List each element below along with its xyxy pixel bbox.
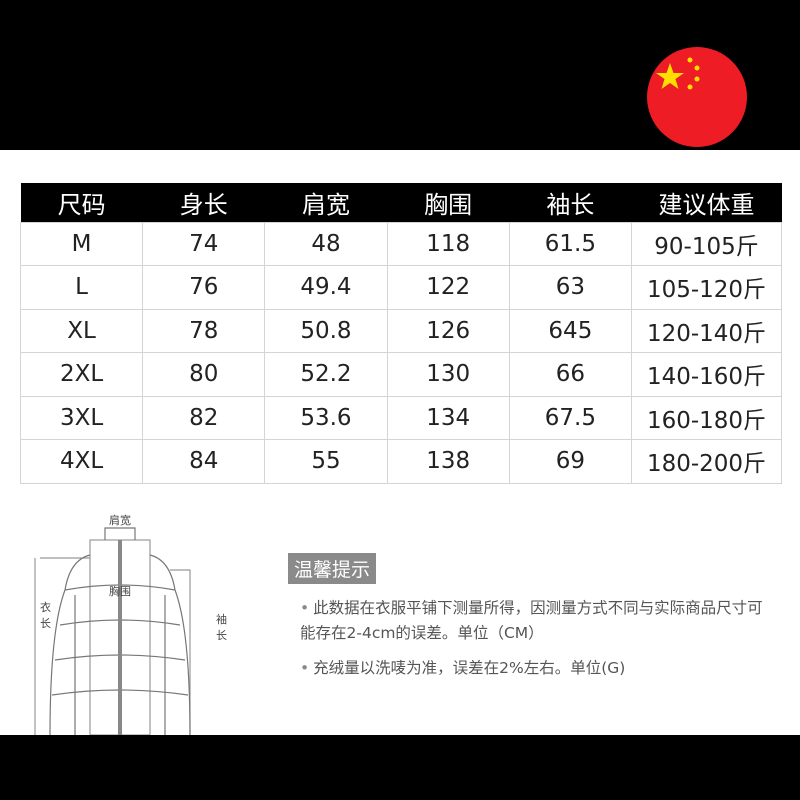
tip-item: • 充绒量以洗唛为准，误差在2%左右。单位(G) (300, 659, 626, 677)
table-cell: 82 (142, 395, 266, 440)
table-cell: 120-140斤 (631, 308, 782, 353)
table-cell: 90-105斤 (631, 221, 782, 266)
table-cell: 105-120斤 (631, 265, 782, 310)
table-cell: 118 (386, 221, 510, 266)
table-cell: 50.8 (264, 308, 388, 353)
table-cell: 67.5 (508, 395, 633, 440)
table-cell: 78 (142, 308, 266, 353)
table-cell: M (19, 221, 144, 266)
table-cell: 134 (386, 395, 510, 440)
table-cell: 63 (508, 265, 633, 310)
table-row: L 76 49.4 122 63 105-120斤 (19, 265, 782, 310)
table-cell: 130 (386, 352, 510, 397)
table-cell: 53.6 (264, 395, 388, 440)
table-cell: 160-180斤 (631, 395, 782, 440)
table-cell: 180-200斤 (631, 439, 782, 484)
table-row: 2XL 80 52.2 130 66 140-160斤 (19, 352, 782, 397)
table-row: XL 78 50.8 126 645 120-140斤 (19, 308, 782, 353)
table-cell: 138 (386, 439, 510, 484)
header-cell: 胸围 (387, 183, 510, 222)
table-header-row: 尺码 身长 肩宽 胸围 袖长 建议体重 (20, 183, 782, 222)
header-cell: 袖长 (509, 183, 632, 222)
table-cell: 69 (508, 439, 633, 484)
bottom-black-band (0, 735, 800, 800)
header-cell: 建议体重 (631, 183, 782, 222)
table-cell: 84 (142, 439, 266, 484)
table-cell: 48 (264, 221, 388, 266)
header-cell: 身长 (142, 183, 265, 222)
size-table: 尺码 身长 肩宽 胸围 袖长 建议体重 M 74 48 118 61.5 90-105斤 L… (19, 183, 782, 484)
table-cell: 49.4 (264, 265, 388, 310)
length-label: 衣长 (40, 601, 51, 630)
table-cell: 55 (264, 439, 388, 484)
table-cell: XL (19, 308, 144, 353)
table-cell: 2XL (19, 352, 144, 397)
table-cell: 126 (386, 308, 510, 353)
table-cell: 66 (508, 352, 633, 397)
table-cell: 4XL (19, 439, 144, 484)
table-row: M 74 48 118 61.5 90-105斤 (19, 221, 782, 266)
table-cell: 76 (142, 265, 266, 310)
china-flag-icon (647, 47, 747, 147)
table-cell: 74 (142, 221, 266, 266)
jacket-diagram: 肩宽 胸围 (34, 513, 191, 735)
shoulder-label: 肩宽 (109, 513, 131, 527)
table-cell: 140-160斤 (631, 352, 782, 397)
header-cell: 肩宽 (264, 183, 388, 222)
tip-item: • 此数据在衣服平铺下测量所得，因测量方式不同与实际商品尺寸可能存在2-4cm的误… (300, 599, 763, 642)
tip-text: 此数据在衣服平铺下测量所得，因测量方式不同与实际商品尺寸可能存在2-4cm的误差… (300, 599, 763, 642)
header-cell: 尺码 (20, 183, 143, 222)
table-cell: 645 (508, 308, 633, 353)
tips-title: 温馨提示 (288, 553, 377, 584)
table-row: 3XL 82 53.6 134 67.5 160-180斤 (19, 395, 782, 440)
table-cell: 122 (386, 265, 510, 310)
table-cell: 3XL (19, 395, 144, 440)
sleeve-label: 袖长 (216, 613, 227, 642)
table-row: 4XL 84 55 138 69 180-200斤 (19, 439, 782, 484)
table-cell: 61.5 (508, 221, 633, 266)
table-cell: 52.2 (264, 352, 388, 397)
table-cell: L (19, 265, 144, 310)
tip-text: 充绒量以洗唛为准，误差在2%左右。单位(G) (313, 659, 626, 677)
table-cell: 80 (142, 352, 266, 397)
chest-label: 胸围 (109, 584, 131, 598)
